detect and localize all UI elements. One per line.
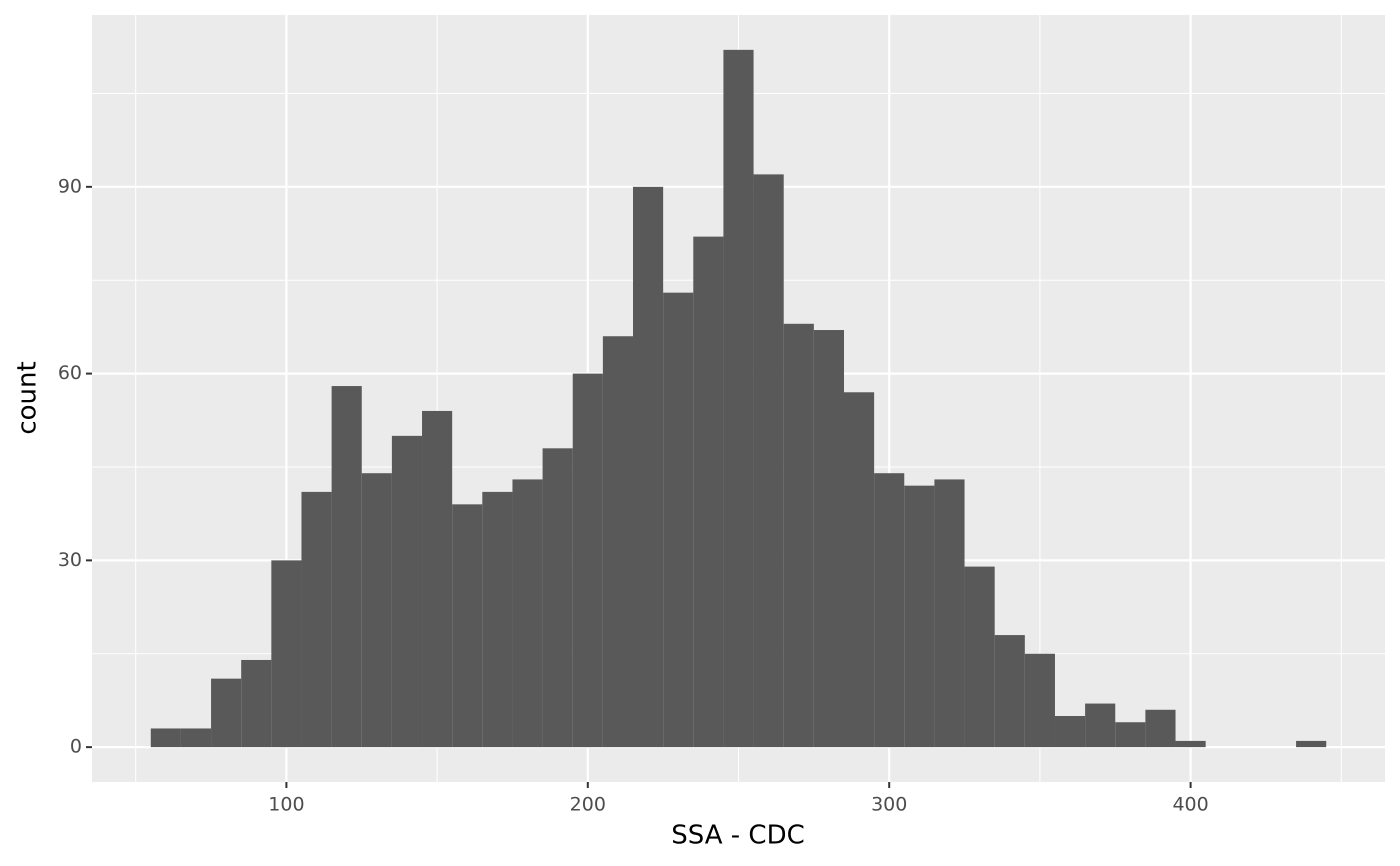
bar [1145,709,1176,748]
bar [542,448,573,748]
bar [843,392,875,748]
bar [904,485,935,748]
bar [331,386,362,748]
bar [874,473,905,748]
bar [271,560,302,748]
bar [1115,722,1146,748]
bar [180,728,212,748]
bar [452,504,483,748]
bar [602,336,634,748]
bar [1054,716,1086,748]
bar [361,473,392,748]
x-tick-label: 100 [268,794,304,816]
bar [482,491,513,748]
bar [1024,653,1055,748]
bar [813,330,844,748]
bar [994,635,1025,748]
bar [512,479,543,748]
x-tick-label: 400 [1172,794,1208,816]
bar [150,728,181,748]
x-axis-title: SSA - CDC [671,821,805,851]
bar [633,186,664,748]
bar [964,566,995,748]
x-tick-label: 300 [871,794,907,816]
y-tick-label: 0 [70,736,82,758]
bar [211,678,242,748]
bar [1296,740,1327,748]
bar [783,323,814,748]
bar [391,435,423,748]
bar [572,373,603,748]
bar [422,410,453,748]
bar [753,174,784,748]
bar [693,236,724,748]
y-tick-label: 90 [58,175,82,197]
bar [301,491,332,748]
bar [663,292,694,748]
y-tick-label: 60 [58,362,82,384]
bar [241,659,272,748]
y-axis-title: count [13,361,43,434]
bar [1175,740,1206,748]
bar [723,49,754,748]
bar [1085,703,1116,748]
x-tick-label: 200 [570,794,606,816]
y-tick-label: 30 [58,549,82,571]
bar [934,479,965,748]
